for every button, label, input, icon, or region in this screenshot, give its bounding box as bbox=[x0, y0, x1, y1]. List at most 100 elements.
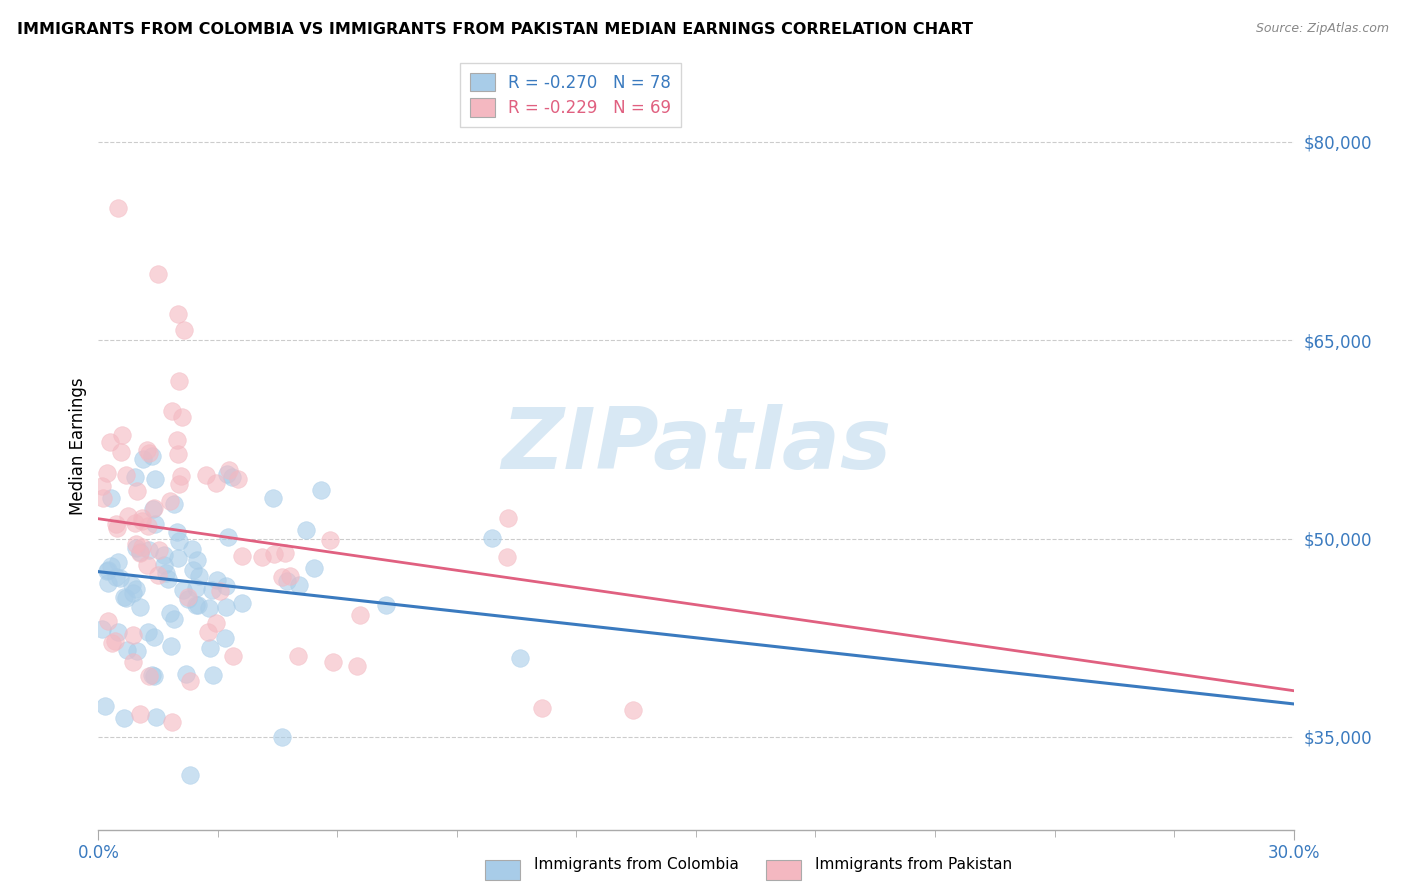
Point bbox=[231, 549, 253, 563]
Point bbox=[181, 563, 204, 577]
Point bbox=[204, 616, 226, 631]
Point bbox=[148, 267, 170, 281]
Point bbox=[167, 476, 190, 491]
Point bbox=[148, 542, 170, 557]
Point bbox=[226, 472, 249, 486]
Point bbox=[121, 578, 143, 592]
Point bbox=[202, 668, 225, 682]
Point bbox=[276, 574, 298, 588]
Point bbox=[115, 468, 138, 483]
Point bbox=[122, 586, 145, 600]
Point bbox=[346, 658, 368, 673]
Point bbox=[100, 559, 122, 574]
Point bbox=[143, 516, 166, 531]
Point bbox=[115, 643, 138, 657]
Point bbox=[623, 702, 645, 716]
Point bbox=[374, 599, 396, 613]
Text: Immigrants from Pakistan: Immigrants from Pakistan bbox=[815, 857, 1012, 872]
Point bbox=[152, 549, 174, 563]
Point bbox=[186, 553, 208, 567]
Point bbox=[179, 673, 201, 688]
Point bbox=[105, 521, 128, 535]
Point bbox=[143, 501, 166, 516]
Point bbox=[252, 549, 274, 564]
Point bbox=[166, 524, 188, 539]
Point bbox=[201, 582, 224, 597]
Point bbox=[129, 599, 152, 614]
Point bbox=[214, 631, 236, 645]
Point bbox=[124, 516, 146, 530]
Point bbox=[125, 582, 148, 597]
Y-axis label: Median Earnings: Median Earnings bbox=[69, 377, 87, 515]
Point bbox=[142, 502, 165, 516]
Point bbox=[295, 523, 318, 537]
Point bbox=[160, 639, 183, 653]
Point bbox=[262, 491, 284, 506]
Point bbox=[197, 601, 219, 615]
Point bbox=[138, 445, 160, 459]
Point bbox=[101, 636, 124, 650]
Point bbox=[97, 614, 120, 628]
Point bbox=[141, 668, 163, 682]
Point bbox=[107, 201, 129, 215]
Point bbox=[287, 649, 309, 664]
Point bbox=[177, 590, 200, 604]
Point bbox=[155, 566, 177, 580]
Point bbox=[91, 491, 114, 505]
Point bbox=[215, 467, 238, 481]
Point bbox=[156, 572, 179, 586]
Point bbox=[163, 497, 186, 511]
Point bbox=[125, 541, 148, 556]
Point bbox=[481, 531, 503, 545]
Point bbox=[160, 404, 183, 418]
Point bbox=[129, 706, 152, 721]
Point bbox=[124, 469, 146, 483]
Point bbox=[184, 581, 207, 595]
Point bbox=[187, 598, 209, 612]
Point bbox=[177, 592, 200, 607]
Point bbox=[110, 445, 132, 459]
Point bbox=[271, 730, 294, 744]
Point bbox=[96, 564, 118, 578]
Point bbox=[122, 655, 145, 669]
Point bbox=[231, 596, 253, 610]
Point bbox=[138, 669, 160, 683]
Point bbox=[142, 669, 165, 683]
Point bbox=[104, 570, 127, 584]
Point bbox=[311, 483, 333, 498]
Point bbox=[131, 541, 153, 555]
Point bbox=[138, 519, 160, 533]
Point bbox=[221, 469, 243, 483]
Point bbox=[280, 568, 302, 582]
Point bbox=[322, 655, 344, 669]
Point bbox=[218, 463, 240, 477]
Point bbox=[96, 466, 118, 480]
Point bbox=[166, 434, 188, 448]
Point bbox=[127, 644, 149, 658]
Point bbox=[159, 606, 181, 620]
Point bbox=[146, 567, 169, 582]
Point bbox=[97, 575, 120, 590]
Point bbox=[163, 612, 186, 626]
Point bbox=[104, 517, 127, 532]
Point bbox=[112, 590, 135, 604]
Point bbox=[112, 711, 135, 725]
Point bbox=[159, 493, 181, 508]
Point bbox=[145, 710, 167, 724]
Point bbox=[110, 428, 132, 442]
Point bbox=[122, 628, 145, 642]
Text: ZIPatlas: ZIPatlas bbox=[501, 404, 891, 488]
Point bbox=[136, 625, 159, 640]
Point bbox=[100, 491, 122, 506]
Point bbox=[141, 449, 163, 463]
Point bbox=[128, 545, 150, 559]
Point bbox=[138, 543, 160, 558]
Point bbox=[93, 699, 115, 714]
Point bbox=[115, 591, 138, 606]
Point bbox=[496, 511, 519, 525]
Point bbox=[132, 451, 155, 466]
Text: Source: ZipAtlas.com: Source: ZipAtlas.com bbox=[1256, 22, 1389, 36]
Point bbox=[200, 641, 222, 656]
Point bbox=[97, 564, 120, 578]
Point bbox=[288, 578, 311, 592]
